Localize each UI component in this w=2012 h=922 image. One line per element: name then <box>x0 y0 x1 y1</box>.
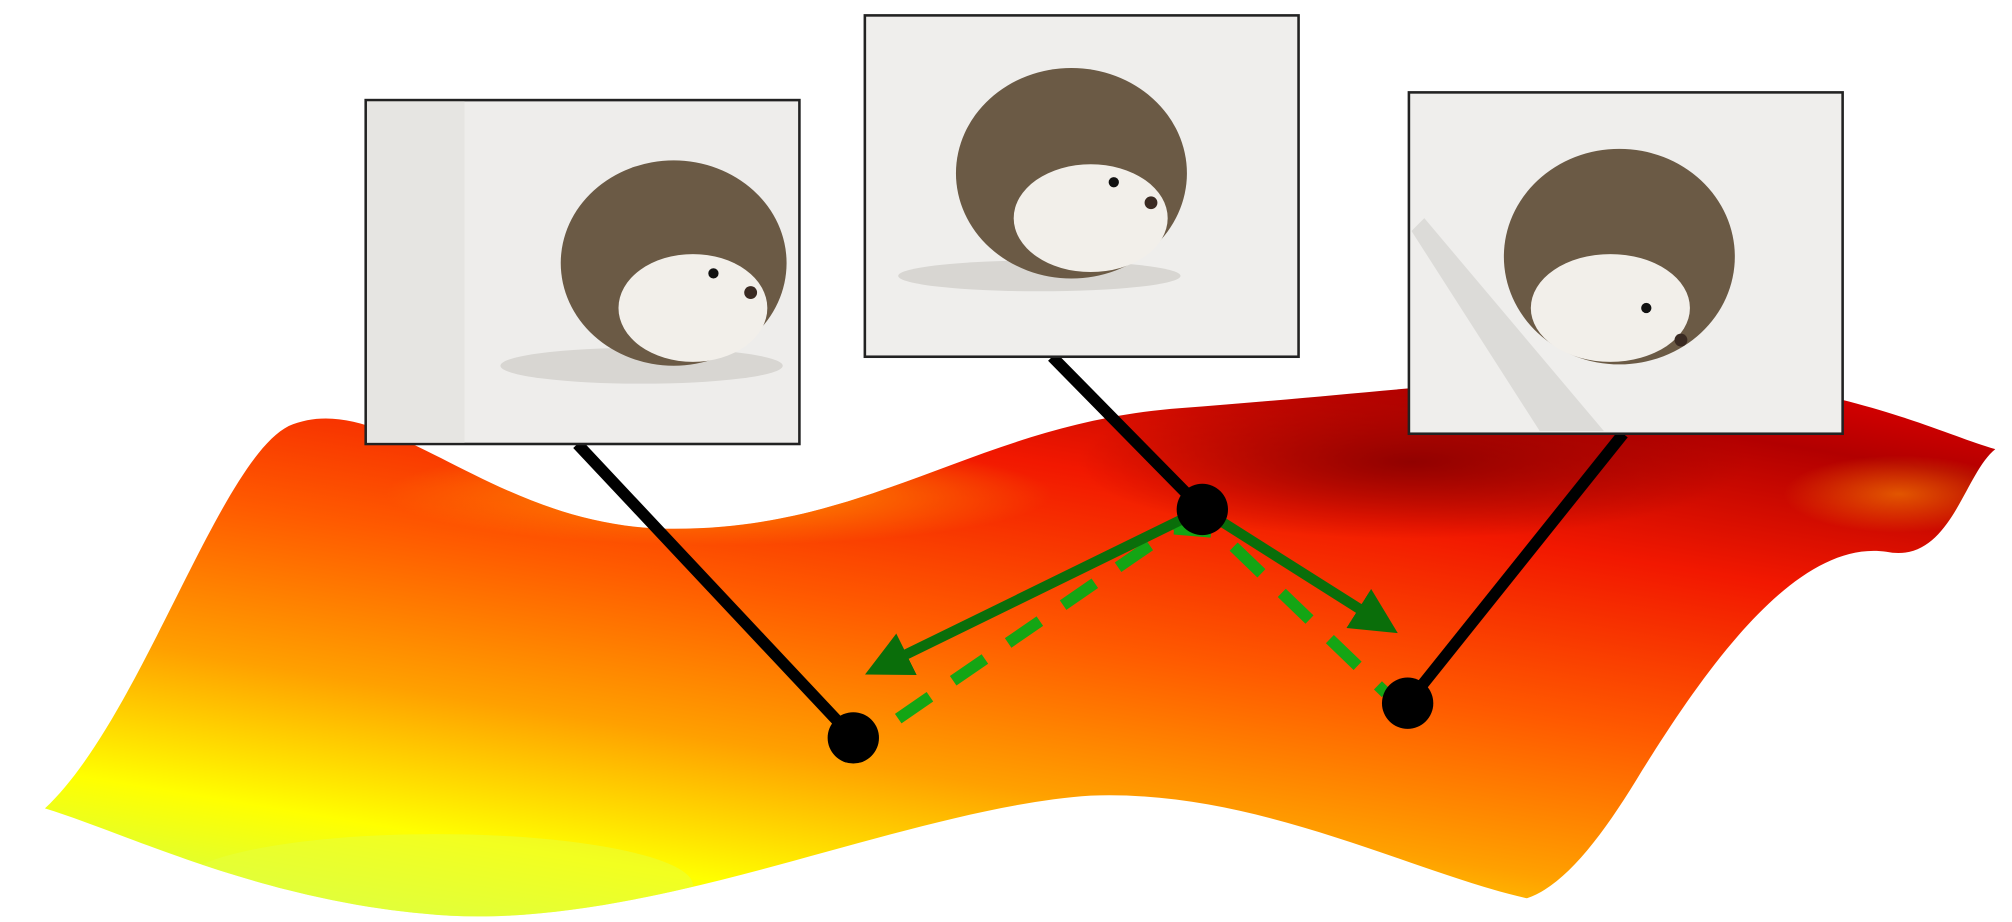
diagram <box>0 0 2012 922</box>
eye <box>1641 303 1651 313</box>
page: html, body { margin: 0; padding: 0; back… <box>0 0 2012 922</box>
point <box>1382 678 1433 729</box>
face <box>618 254 767 362</box>
image-panel <box>366 100 800 444</box>
nose <box>1145 196 1158 209</box>
point <box>828 712 879 763</box>
face <box>1014 164 1168 272</box>
image-panel <box>865 15 1299 356</box>
nose <box>744 286 757 299</box>
body: {} <box>0 0 2012 922</box>
eye <box>1109 177 1119 187</box>
surface-highlight <box>385 443 1052 546</box>
point <box>1177 484 1228 535</box>
surface-highlight <box>1784 456 2012 533</box>
image-panel <box>1409 92 1843 433</box>
panel-shade <box>367 101 465 442</box>
face <box>1531 254 1690 362</box>
eye <box>708 268 718 278</box>
nose <box>1675 334 1688 347</box>
